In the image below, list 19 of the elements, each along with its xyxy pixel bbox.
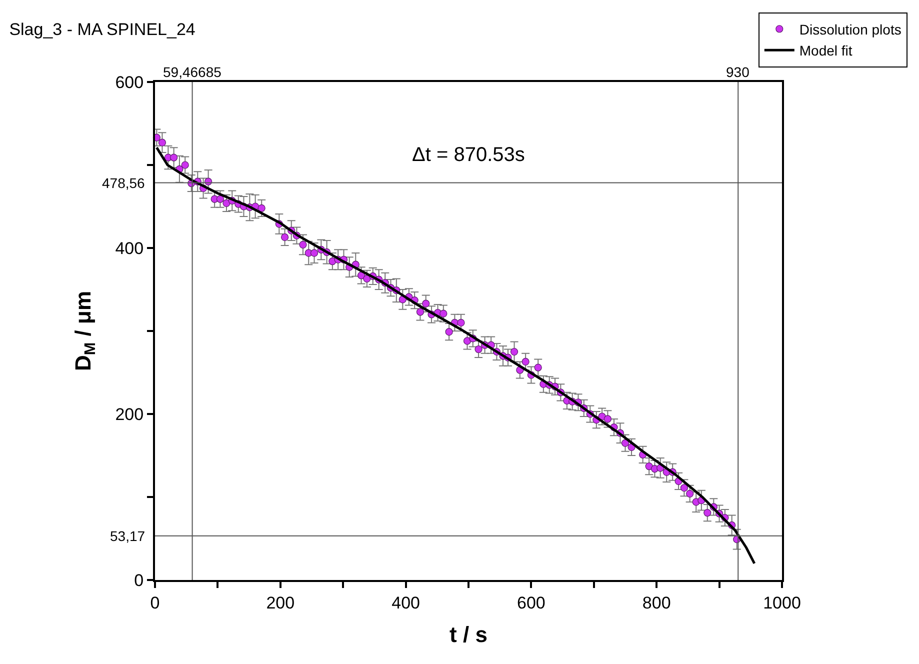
y-tick-label: 400 — [115, 238, 144, 258]
y-tick-label: 600 — [115, 72, 144, 92]
x-tick-label: 400 — [392, 593, 420, 612]
x-tick-label: 0 — [150, 593, 160, 612]
x-tick-label: 600 — [517, 593, 546, 612]
x-tick-label: 1000 — [763, 593, 801, 612]
x-tick-label: 800 — [642, 593, 671, 612]
legend-label: Model fit — [799, 42, 852, 59]
legend-label: Dissolution plots — [799, 21, 902, 38]
ref-line-label: 478,56 — [102, 175, 146, 191]
x-axis-title: t / s — [450, 622, 488, 647]
x-tick-label: 200 — [266, 593, 295, 612]
ref-line-label: 930 — [726, 64, 750, 80]
chart-title: Slag_3 - MA SPINEL_24 — [9, 20, 196, 40]
ref-line-label: 53,17 — [110, 528, 146, 544]
y-tick-label: 200 — [115, 404, 144, 424]
y-tick-label: 0 — [134, 570, 144, 590]
ref-line-label: 59,46685 — [163, 64, 222, 80]
annotation: Δt = 870.53s — [412, 144, 525, 166]
